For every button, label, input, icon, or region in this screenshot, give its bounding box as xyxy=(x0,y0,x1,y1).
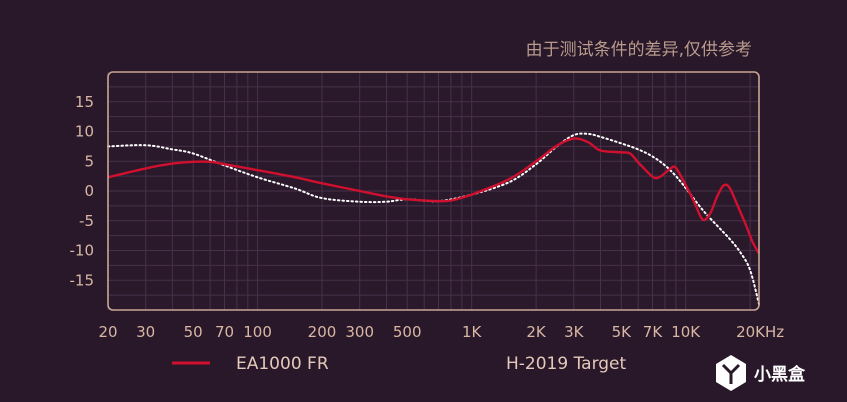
y-tick-label: 15 xyxy=(75,93,94,111)
plot-frame xyxy=(107,71,760,311)
y-tick-label: -5 xyxy=(79,212,94,230)
y-tick-label: -10 xyxy=(70,242,95,260)
y-tick-label: 10 xyxy=(75,123,94,141)
legend-label-ea1000: EA1000 FR xyxy=(236,354,329,374)
x-tick-label: 10K xyxy=(671,323,701,341)
watermark: 小黑盒 xyxy=(716,355,806,391)
x-tick-label: 3K xyxy=(564,323,585,341)
x-tick-label: 5K xyxy=(612,323,633,341)
series-layer xyxy=(107,132,761,305)
x-tick-label: 1K xyxy=(462,323,483,341)
x-tick-label: 7K xyxy=(643,323,664,341)
x-axis-ticks: 20 30 50 70 100 200 300 500 1K 2K 3K 5K 7K 10K 20KHz xyxy=(98,323,784,341)
y-tick-label: 0 xyxy=(84,182,94,200)
xiaoheihe-logo-icon xyxy=(716,355,746,391)
x-tick-label: 20KHz xyxy=(736,323,784,341)
x-tick-label: 30 xyxy=(136,323,155,341)
x-tick-label: 2K xyxy=(526,323,547,341)
x-tick-label: 70 xyxy=(215,323,234,341)
x-tick-label: 500 xyxy=(393,323,422,341)
y-tick-label: -15 xyxy=(70,271,95,289)
disclaimer-text: 由于测试条件的差异,仅供参考 xyxy=(526,40,752,60)
x-tick-label: 50 xyxy=(184,323,203,341)
legend-label-target: H-2019 Target xyxy=(506,354,627,374)
y-tick-label: 5 xyxy=(84,152,94,170)
x-tick-label: 100 xyxy=(243,323,272,341)
y-axis-ticks: 15 10 5 0 -5 -10 -15 xyxy=(70,93,95,289)
x-tick-label: 200 xyxy=(308,323,337,341)
watermark-text: 小黑盒 xyxy=(754,364,806,385)
x-tick-label: 20 xyxy=(98,323,117,341)
ea1000-curve xyxy=(107,137,761,255)
x-tick-label: 300 xyxy=(345,323,374,341)
legend: EA1000 FR H-2019 Target xyxy=(172,354,627,374)
